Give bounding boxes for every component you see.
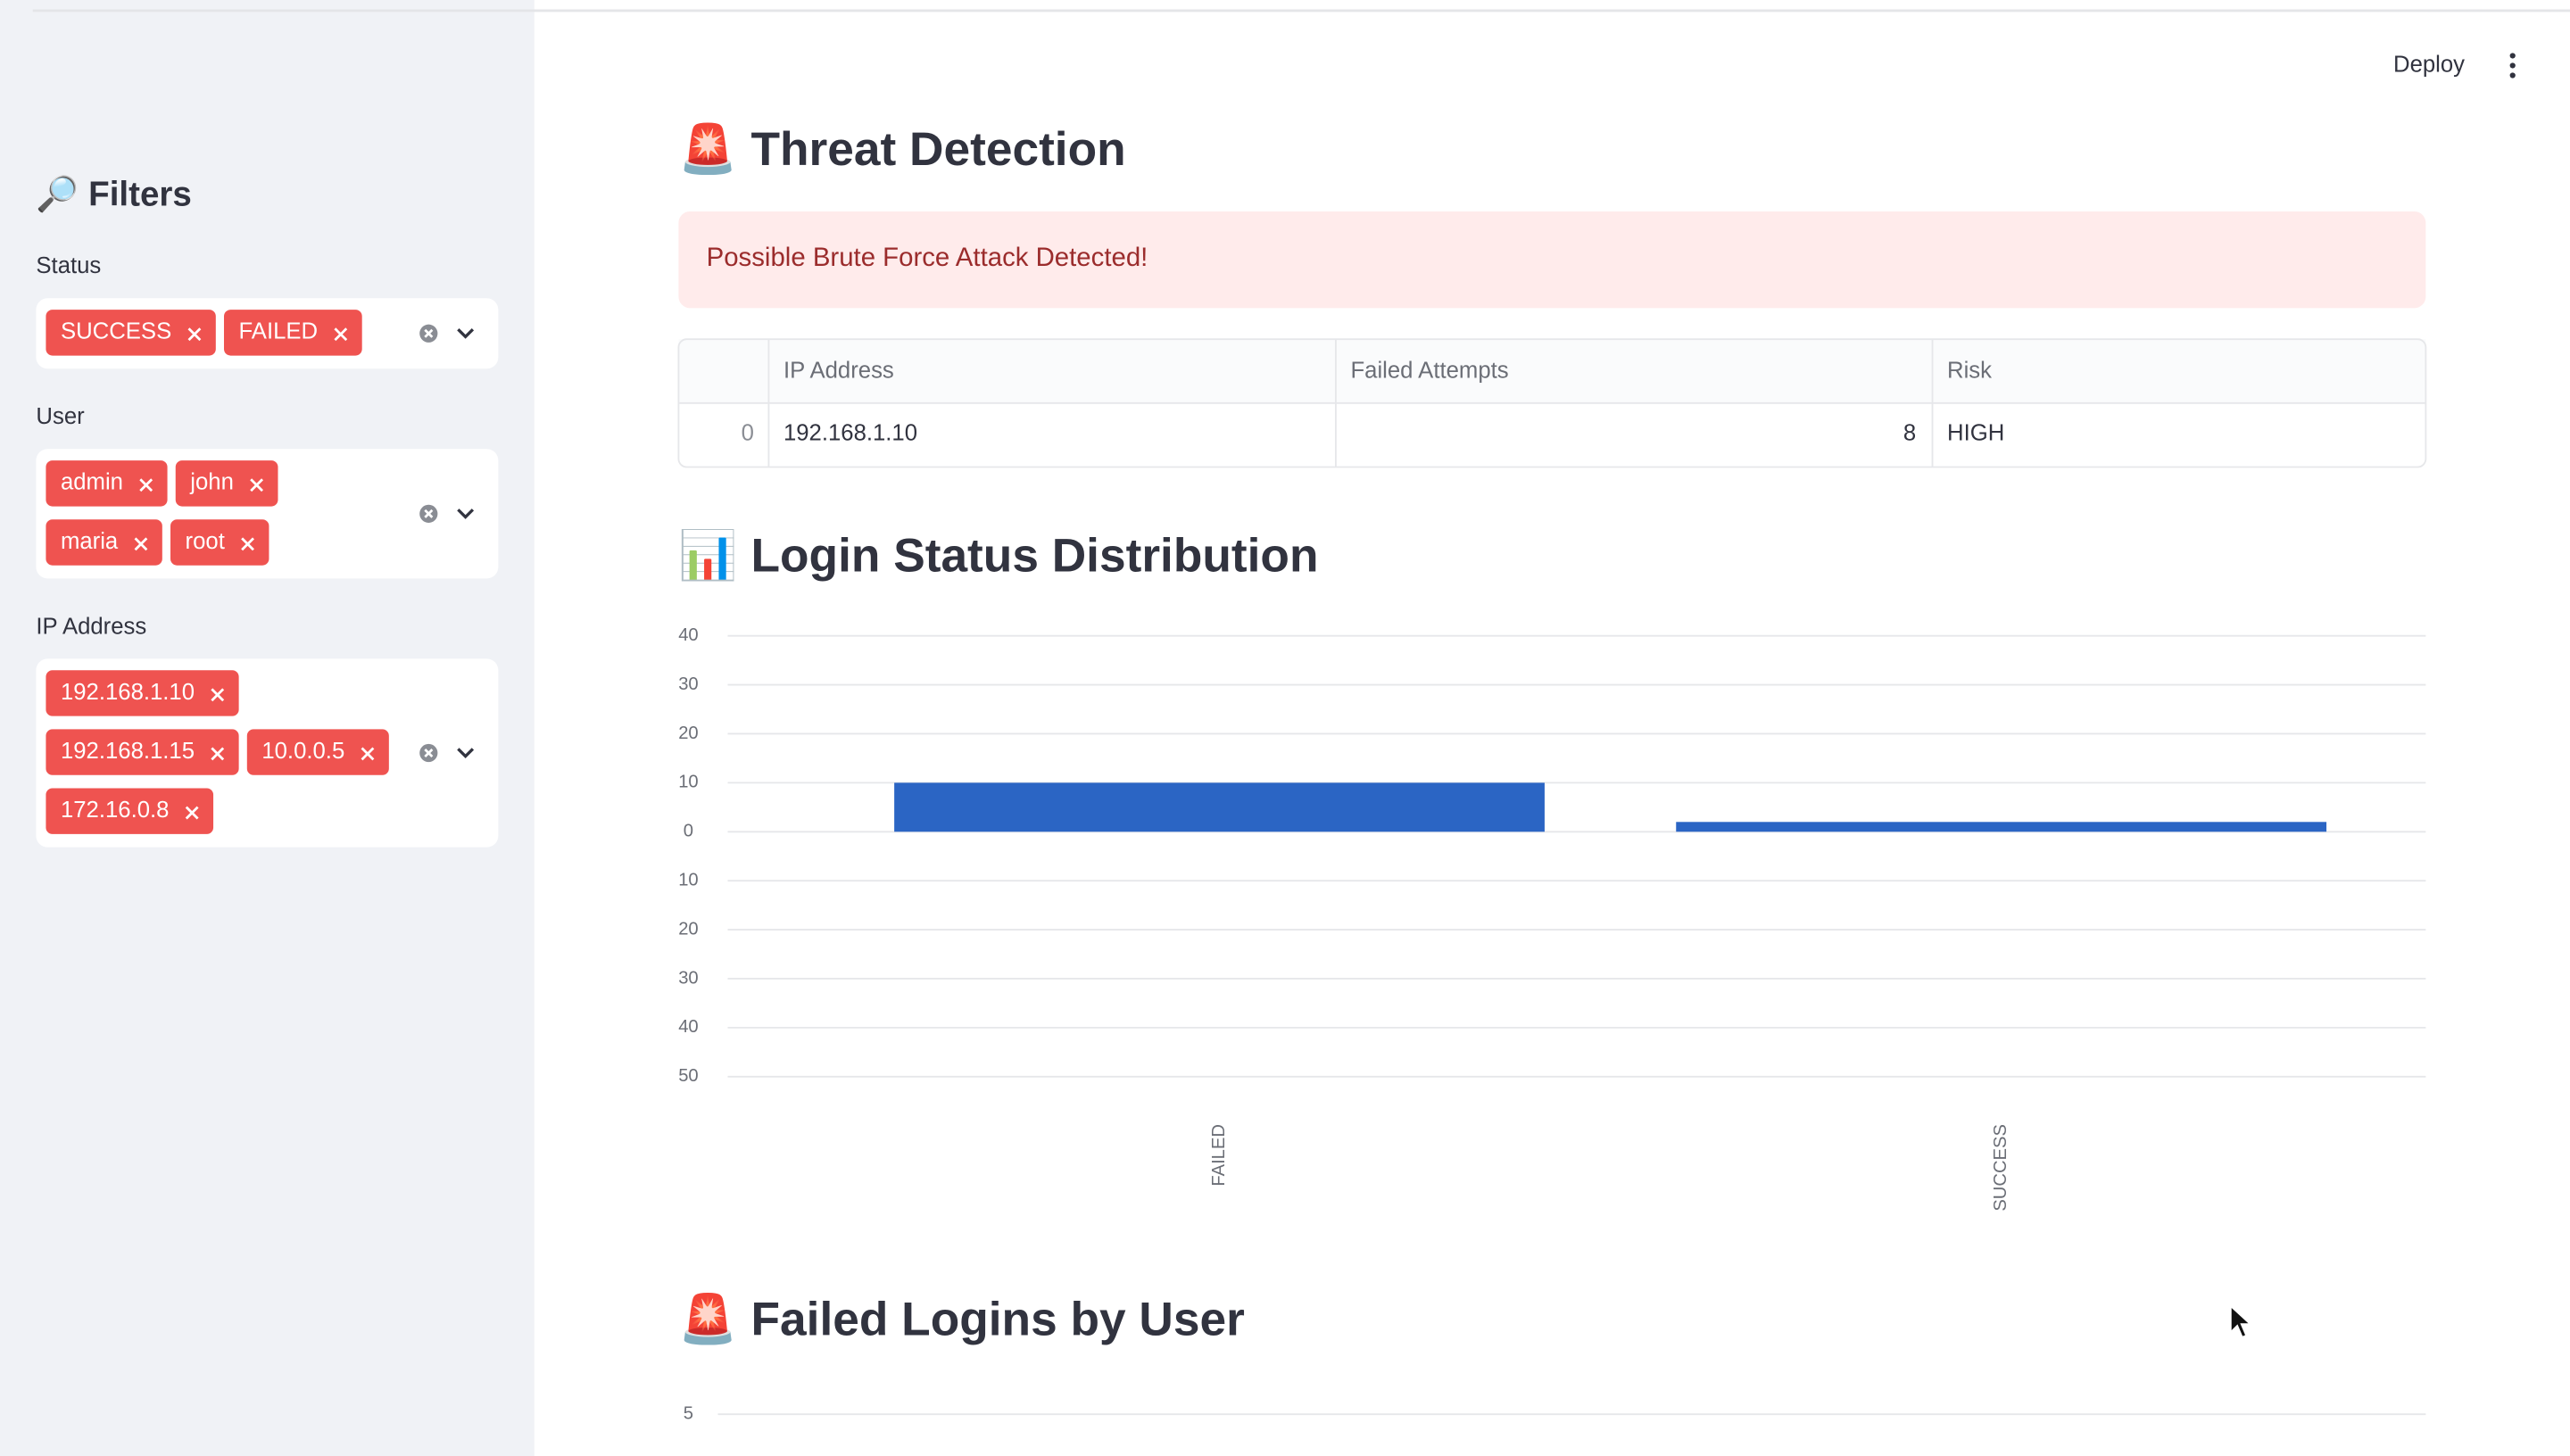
table-index: 0 (742, 421, 754, 446)
chip[interactable]: SUCCESS (46, 310, 216, 356)
table-cell: 8 (1903, 421, 1916, 446)
chip[interactable]: admin (46, 460, 168, 507)
chip-bg (46, 460, 168, 507)
filter-label: Status (36, 253, 101, 278)
chip[interactable]: john (175, 460, 278, 507)
y-tick-label: 40 (678, 1017, 698, 1037)
remove-icon (211, 688, 225, 702)
menu-dot (2509, 53, 2516, 59)
remove-icon (250, 478, 264, 492)
chip-text: 172.16.0.8 (61, 798, 169, 823)
table-cell: HIGH (1947, 421, 2004, 446)
chip[interactable]: 172.16.0.8 (46, 788, 214, 834)
chip-text: admin (61, 470, 123, 495)
alert-box (678, 211, 2426, 309)
deploy-button[interactable]: Deploy (2393, 52, 2465, 77)
y-tick-label: 5 (684, 1404, 693, 1424)
chip[interactable]: 192.168.1.10 (46, 670, 239, 716)
chip-bg (46, 519, 162, 566)
chip-text: maria (61, 529, 119, 554)
y-tick-label: 20 (678, 724, 698, 743)
remove-icon (185, 806, 199, 820)
table-header: Failed Attempts (1350, 359, 1508, 384)
y-tick-label: 0 (684, 822, 693, 841)
chip[interactable]: 10.0.0.5 (246, 729, 389, 775)
chip-bg (46, 788, 214, 834)
menu-dot (2509, 62, 2516, 69)
section-title: 🚨 Threat Detection (678, 121, 1125, 176)
y-tick-label: 30 (678, 968, 698, 988)
chip-text: SUCCESS (61, 319, 171, 344)
chart-title: 📊 Login Status Distribution (678, 527, 1318, 582)
y-tick-label: 40 (678, 625, 698, 645)
cursor (2229, 1303, 2253, 1339)
bar (894, 782, 1545, 832)
y-tick-label: 10 (678, 773, 698, 792)
remove-icon (334, 327, 348, 342)
menu-button[interactable] (2509, 53, 2516, 79)
filter-label: User (36, 404, 85, 429)
chip-text: root (186, 529, 225, 554)
chip-text: 10.0.0.5 (261, 739, 344, 764)
x-tick-label: FAILED (1209, 1124, 1229, 1187)
chip[interactable]: 192.168.1.15 (46, 729, 239, 775)
remove-icon (424, 328, 434, 338)
chip-bg (170, 519, 269, 566)
remove-icon (361, 747, 375, 761)
dropdown-icon[interactable] (457, 328, 475, 339)
filter-label: IP Address (36, 614, 146, 639)
chip-text: 192.168.1.10 (61, 680, 195, 705)
chip[interactable]: maria (46, 519, 162, 566)
chip-bg (46, 310, 216, 356)
y-tick-label: 30 (678, 674, 698, 694)
table-header-bg (678, 339, 2426, 403)
x-tick-label: SUCCESS (1991, 1124, 2010, 1212)
remove-icon (134, 537, 148, 551)
chip-text: FAILED (239, 319, 319, 344)
chip[interactable]: FAILED (223, 310, 362, 356)
alert-text: Possible Brute Force Attack Detected! (707, 243, 1148, 272)
chart-title: 🚨 Failed Logins by User (678, 1291, 1244, 1345)
chip-bg (246, 729, 389, 775)
dropdown-icon[interactable] (457, 748, 475, 759)
remove-icon (211, 747, 225, 761)
chip[interactable]: root (170, 519, 269, 566)
table-header: Risk (1947, 359, 1992, 384)
chip-bg (46, 670, 239, 716)
chip-bg (46, 729, 239, 775)
remove-icon (424, 509, 434, 518)
table-header: IP Address (783, 359, 894, 384)
remove-icon (241, 537, 254, 551)
remove-icon (424, 748, 434, 758)
chip-bg (175, 460, 278, 507)
menu-dot (2509, 72, 2516, 79)
dropdown-icon[interactable] (457, 509, 475, 519)
y-tick-label: 50 (678, 1066, 698, 1086)
remove-icon (187, 327, 202, 342)
y-tick-label: 20 (678, 919, 698, 939)
table-cell: 192.168.1.10 (783, 421, 917, 446)
y-tick-label: 10 (678, 871, 698, 890)
bar (1676, 822, 2327, 832)
chip-text: john (189, 470, 234, 495)
remove-icon (139, 478, 153, 492)
sidebar-title: 🔎 Filters (36, 172, 191, 214)
chip-text: 192.168.1.15 (61, 739, 195, 764)
chip-bg (223, 310, 362, 356)
